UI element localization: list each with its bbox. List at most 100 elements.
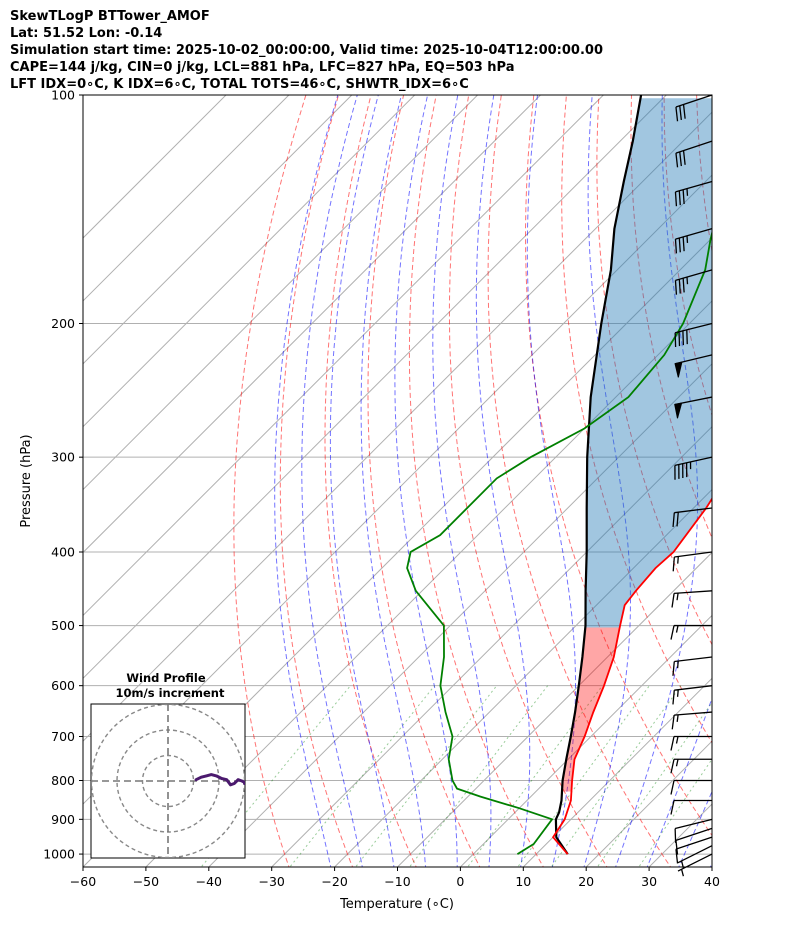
moist-adiabat: [709, 862, 712, 867]
barb-full-feather: [675, 849, 679, 864]
wind-barb: [672, 656, 713, 676]
barb-full-feather: [675, 153, 679, 168]
simulation-time-line: Simulation start time: 2025-10-02_00:00:…: [10, 43, 603, 58]
isotherm: [145, 300, 712, 867]
barb-staff: [674, 711, 713, 716]
barb-staff: [674, 322, 713, 334]
moist-adiabats: [274, 95, 712, 867]
y-tick-label: 700: [51, 729, 75, 744]
isotherm: [397, 551, 712, 867]
x-tick-label: 10: [515, 874, 531, 889]
dry-adiabat: [524, 95, 712, 837]
barb-staff: [674, 551, 713, 558]
x-tick-label: −40: [196, 874, 222, 889]
index-values-line: LFT IDX=0∘C, K IDX=6∘C, TOTAL TOTS=46∘C,…: [10, 77, 469, 92]
wind-barb: [670, 799, 712, 815]
moist-adiabat: [583, 95, 632, 867]
isotherm: [460, 614, 712, 867]
barb-staff: [677, 853, 713, 872]
moist-adiabat: [475, 95, 531, 867]
y-tick-label: 800: [51, 773, 75, 788]
isotherm: [83, 95, 541, 554]
x-tick-label: 30: [641, 874, 657, 889]
barb-full-feather: [682, 150, 686, 165]
isotherm: [83, 95, 478, 491]
barb-full-feather: [671, 715, 675, 730]
barb-staff: [675, 228, 713, 240]
barb-staff: [674, 507, 713, 514]
barb-staff: [675, 94, 713, 108]
isotherm: [208, 363, 712, 867]
barb-half-feather: [676, 714, 679, 722]
barb-full-feather: [678, 237, 681, 253]
isotherm: [711, 866, 712, 867]
chart-header: SkewTLogP BTTower_AMOF Lat: 51.52 Lon: -…: [10, 8, 603, 93]
mixing-ratio-line: [289, 685, 435, 867]
barb-staff: [674, 456, 713, 467]
temperature-line: [551, 497, 712, 855]
barb-full-feather: [672, 512, 675, 528]
x-tick-label: −50: [133, 874, 159, 889]
barb-staff: [675, 836, 713, 850]
isotherm: [83, 95, 290, 302]
y-tick-label: 900: [51, 812, 75, 827]
wind-barb: [674, 322, 713, 348]
barb-full-feather: [678, 279, 681, 294]
barb-staff: [674, 685, 713, 691]
dry-adiabat: [279, 95, 354, 867]
y-tick-label: 600: [51, 678, 75, 693]
wind-barb: [670, 735, 712, 751]
y-tick-label: 500: [51, 618, 75, 633]
x-tick-label: 20: [578, 874, 594, 889]
barb-full-feather: [672, 690, 675, 705]
wind-barb: [670, 624, 712, 640]
mixing-ratio-line: [517, 685, 650, 867]
barb-full-feather: [678, 190, 681, 206]
barb-half-feather: [676, 593, 679, 601]
wind-barb: [672, 685, 713, 705]
cape-cin-shading: [562, 98, 712, 792]
barb-full-feather: [674, 280, 678, 295]
barb-half-feather: [676, 689, 679, 697]
wind-barb: [672, 507, 713, 528]
y-tick-label: 400: [51, 545, 75, 560]
moist-adiabat: [432, 95, 492, 867]
stability-indices-line: CAPE=144 j/kg, CIN=0 j/kg, LCL=881 hPa, …: [10, 60, 515, 75]
barb-full-feather: [675, 106, 679, 122]
barb-full-feather: [682, 236, 685, 252]
y-axis-ticks: 1000 900 800 700 600 500 400 300 200 100: [43, 88, 83, 862]
wind-barb: [677, 853, 713, 877]
x-axis-ticks: −60 −50 −40 −30 −20 −10 0 10 20 30 40: [70, 867, 720, 889]
barb-full-feather: [682, 278, 685, 293]
isotherm: [271, 425, 712, 867]
barb-full-feather: [670, 625, 675, 640]
barb-staff: [674, 656, 713, 663]
wind-barb: [674, 354, 713, 378]
moist-adiabat: [301, 95, 363, 867]
isotherm: [83, 95, 353, 365]
x-axis-label: Temperature (∘C): [339, 897, 454, 912]
barb-staff: [674, 590, 713, 595]
barb-half-feather: [676, 660, 679, 669]
wind-barbs: [670, 94, 713, 877]
wind-barb: [675, 836, 713, 864]
dry-adiabat: [762, 95, 794, 870]
moist-adiabat: [526, 95, 576, 867]
moist-adiabat: [615, 95, 699, 867]
mixing-ratio-line: [638, 758, 712, 867]
moist-adiabat: [360, 95, 427, 867]
barb-full-feather: [670, 736, 675, 751]
dry-adiabat: [233, 95, 307, 867]
barb-full-feather: [670, 780, 675, 795]
barb-full-feather: [670, 800, 675, 815]
barb-staff: [675, 827, 713, 842]
upper-parcel-region: [585, 98, 712, 628]
barb-staff: [675, 180, 713, 193]
moist-adiabat: [394, 95, 458, 867]
mixing-ratio-line: [354, 685, 498, 867]
barb-flag: [674, 402, 683, 419]
barb-half-feather: [675, 736, 679, 744]
x-tick-label: −10: [384, 874, 410, 889]
wind-barb: [672, 551, 713, 572]
wind-barb: [671, 711, 713, 730]
